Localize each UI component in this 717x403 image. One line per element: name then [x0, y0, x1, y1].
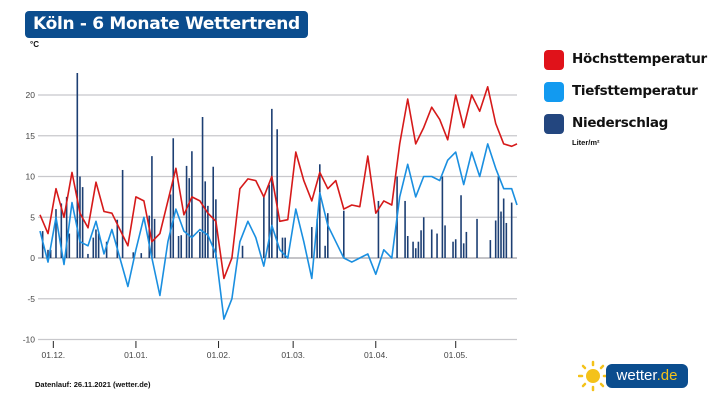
legend-precip-unit: Liter/m²	[572, 138, 600, 147]
legend-label-min: Tiefsttemperatur	[572, 83, 698, 99]
y-tick-label: 20	[26, 90, 36, 100]
legend-swatch-min	[544, 82, 564, 102]
logo-name: wetter	[616, 367, 657, 384]
legend-label-max: Höchsttemperatur	[572, 51, 707, 67]
legend-label-precip: Niederschlag	[572, 115, 669, 131]
x-tick-label: 01.01.	[124, 350, 148, 360]
y-tick-label: 15	[26, 131, 36, 141]
y-tick-label: 5	[30, 212, 35, 222]
y-tick-label: 10	[26, 172, 36, 182]
chart-title: Köln - 6 Monate Wettertrend	[25, 11, 308, 38]
x-tick-label: 01.05.	[444, 350, 468, 360]
logo-wordmark: wetter.de	[606, 364, 688, 388]
y-tick-label: -5	[27, 294, 35, 304]
legend-swatch-max	[544, 50, 564, 70]
logo-tld: .de	[656, 367, 678, 384]
legend-swatch-precip	[544, 114, 564, 134]
min-temp-line	[39, 143, 518, 320]
sun-icon	[578, 360, 608, 392]
x-tick-label: 01.02.	[207, 350, 231, 360]
wetter-logo: wetter.de	[578, 360, 693, 392]
y-tick-label: 0	[30, 253, 35, 263]
data-run-note: Datenlauf: 26.11.2021 (wetter.de)	[35, 380, 151, 389]
y-axis-unit: °C	[30, 40, 39, 49]
y-tick-label: -10	[23, 335, 36, 345]
max-temp-line	[39, 86, 518, 280]
x-tick-label: 01.04.	[364, 350, 388, 360]
x-tick-label: 01.03.	[281, 350, 305, 360]
x-tick-label: 01.12.	[42, 350, 66, 360]
